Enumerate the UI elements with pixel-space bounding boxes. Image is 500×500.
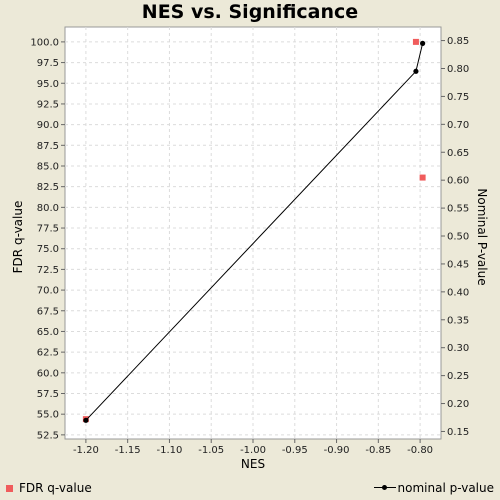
y-axis-left-title: FDR q-value [11,201,25,274]
y-left-tick-label: 62.5 [37,348,59,359]
y-left-tick-label: 65.0 [37,327,59,338]
legend-nominal-label: nominal p-value [397,481,494,495]
x-axis-title: NES [241,457,265,471]
chart-title: NES vs. Significance [141,1,359,23]
y-left-tick-label: 85.0 [37,161,59,172]
y-right-tick-label: 0.15 [447,427,469,438]
x-tick-label: -1.10 [157,445,183,456]
y-right-tick-label: 0.25 [447,371,469,382]
y-left-tick-label: 57.5 [37,389,59,400]
y-left-tick-label: 77.5 [37,224,59,235]
grid [65,27,441,439]
fdr-square-icon [6,484,13,492]
x-tick-label: -0.90 [324,445,350,456]
y-left-tick-label: 95.0 [37,79,59,90]
y-left-tick-label: 72.5 [37,265,59,276]
x-tick-label: -1.15 [115,445,141,456]
y-left-tick-label: 100.0 [30,37,59,48]
y-right-tick-label: 0.65 [447,148,469,159]
y-left-tick-label: 70.0 [37,286,59,297]
y-right-tick-label: 0.20 [447,399,469,410]
y-left-tick-label: 87.5 [37,141,59,152]
x-tick-label: -1.00 [240,445,266,456]
y-left-tick-label: 82.5 [37,182,59,193]
y-axis-right-title: Nominal P-value [475,188,489,285]
y-left-tick-label: 80.0 [37,203,59,214]
nominal-line-dot-icon [373,483,396,493]
y-right-tick-label: 0.35 [447,315,469,326]
legend-nominal: nominal p-value [373,481,494,495]
y-right-tick-label: 0.70 [447,120,469,131]
nominal-pvalue-point [420,40,426,46]
y-right-tick-label: 0.30 [447,343,469,354]
axes: -1.20 -1.15 -1.10 -1.05 -1.00 -0.95 -0.90 -0.85… [30,36,469,456]
y-left-tick-label: 92.5 [37,99,59,110]
nominal-pvalue-point [83,417,89,423]
x-tick-label: -0.85 [365,445,391,456]
y-right-tick-label: 0.75 [447,92,469,103]
x-tick-label: -0.80 [407,445,433,456]
legend-fdr-label: FDR q-value [19,481,92,495]
y-right-tick-label: 0.80 [447,64,469,75]
y-right-tick-label: 0.40 [447,287,469,298]
y-left-tick-label: 67.5 [37,306,59,317]
fdr-qvalue-point [412,38,419,45]
series-layer [82,38,426,423]
y-right-tick-label: 0.45 [447,259,469,270]
y-right-tick-label: 0.50 [447,232,469,243]
y-left-tick-label: 60.0 [37,368,59,379]
x-tick-label: -1.20 [73,445,99,456]
x-tick-label: -1.05 [198,445,224,456]
y-right-tick-label: 0.85 [447,36,469,47]
y-left-tick-label: 55.0 [37,410,59,421]
y-right-tick-label: 0.55 [447,204,469,215]
y-left-tick-label: 75.0 [37,244,59,255]
y-left-tick-label: 90.0 [37,120,59,131]
nominal-pvalue-point [413,68,419,74]
y-right-tick-label: 0.60 [447,176,469,187]
legend-fdr: FDR q-value [6,481,92,495]
fdr-qvalue-point [419,174,426,181]
x-tick-label: -0.95 [282,445,308,456]
y-left-tick-label: 97.5 [37,58,59,69]
y-left-tick-label: 52.5 [37,430,59,441]
